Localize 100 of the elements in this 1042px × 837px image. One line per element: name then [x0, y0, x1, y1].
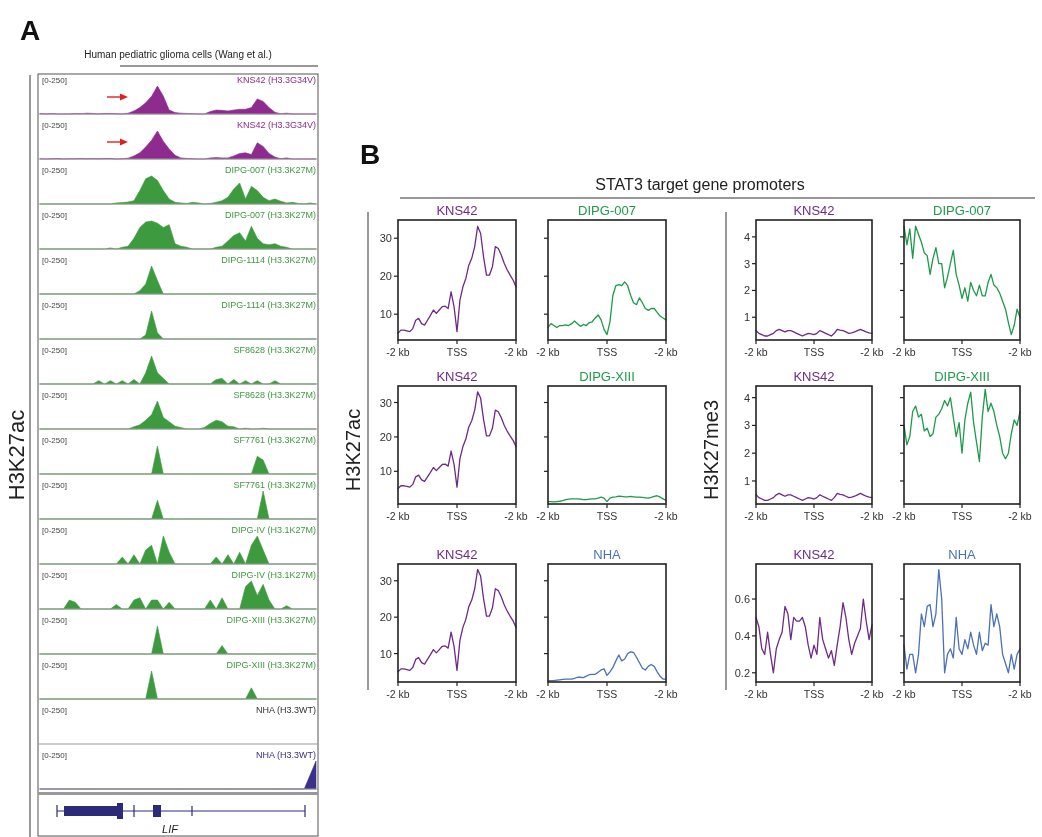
text: [0-250] — [42, 751, 67, 760]
chart-title: DIPG-1114 (H3.3K27M) — [221, 300, 316, 310]
text: [0-250] — [42, 436, 67, 445]
x-tick-label: TSS — [803, 510, 825, 522]
chart-title: KNS42 (H3.3G34V) — [236, 120, 316, 130]
x-tick-label: -2 kb — [654, 688, 678, 700]
y-tick-label: 30 — [379, 396, 392, 409]
x-tick-label: -2 kb — [892, 510, 916, 522]
chart-title: DIPG-XIII — [579, 369, 635, 384]
x-tick-label: -2 kb — [744, 346, 768, 358]
x-tick-label: -2 kb — [386, 510, 410, 522]
y-tick-label: 4 — [743, 391, 750, 404]
x-tick-label: -2 kb — [536, 346, 560, 358]
line-series — [397, 225, 517, 334]
x-tick-label: -2 kb — [504, 688, 528, 700]
chart-title: DIPG-007 — [933, 203, 991, 218]
x-tick-label: TSS — [446, 346, 468, 358]
text: [0-250] — [42, 121, 67, 130]
line-series — [755, 328, 873, 337]
chart-title: DIPG-007 (H3.3K27M) — [224, 165, 316, 175]
line-series — [397, 391, 517, 490]
text: [0-250] — [42, 211, 67, 220]
y-tick-label: 10 — [379, 647, 392, 660]
x-tick-label: -2 kb — [1008, 688, 1032, 700]
text: [0-250] — [42, 391, 67, 400]
x-tick-label: -2 kb — [860, 688, 884, 700]
y-tick-label: 1 — [743, 311, 750, 324]
x-tick-label: -2 kb — [744, 510, 768, 522]
text: STAT3 target gene promoters — [595, 176, 805, 193]
chart-title: DIPG-IV (H3.1K27M) — [231, 570, 316, 580]
text: [0-250] — [42, 661, 67, 670]
x-tick-label: -2 kb — [504, 510, 528, 522]
text: [0-250] — [42, 76, 67, 85]
chart-title: SF7761 (H3.3K27M) — [233, 435, 316, 445]
line-series — [397, 568, 517, 673]
x-tick-label: -2 kb — [744, 688, 768, 700]
chart-title: DIPG-1114 (H3.3K27M) — [221, 255, 316, 265]
chart-title: DIPG-XIII — [934, 369, 990, 384]
x-tick-label: -2 kb — [892, 688, 916, 700]
x-tick-label: -2 kb — [386, 346, 410, 358]
chart-title: NHA (H3.3WT) — [255, 750, 316, 760]
text: [0-250] — [42, 616, 67, 625]
chart-title: NHA — [593, 547, 622, 562]
chart-title: SF8628 (H3.3K27M) — [233, 390, 316, 400]
text: H3K27ac — [4, 409, 29, 501]
text: [0-250] — [42, 571, 67, 580]
chart-title: DIPG-XIII (H3.3K27M) — [226, 615, 316, 625]
y-tick-label: 1 — [743, 474, 750, 487]
x-tick-label: -2 kb — [860, 346, 884, 358]
x-tick-label: -2 kb — [386, 688, 410, 700]
x-tick-label: -2 kb — [504, 346, 528, 358]
chart-title: KNS42 — [436, 203, 478, 218]
x-tick-label: TSS — [596, 510, 618, 522]
x-tick-label: TSS — [596, 688, 618, 700]
y-tick-label: 20 — [379, 430, 392, 443]
x-tick-label: -2 kb — [892, 346, 916, 358]
text: LIF — [162, 823, 180, 835]
line-series — [755, 598, 873, 674]
x-tick-label: -2 kb — [654, 346, 678, 358]
text: [0-250] — [42, 706, 67, 715]
x-tick-label: TSS — [446, 688, 468, 700]
chart-title: KNS42 (H3.3G34V) — [236, 75, 316, 85]
chart-title: DIPG-007 (H3.3K27M) — [224, 210, 316, 220]
text: Human pediatric glioma cells (Wang et al.) — [84, 49, 272, 60]
chart-title: KNS42 — [436, 369, 478, 384]
x-tick-label: TSS — [803, 688, 825, 700]
y-tick-label: 3 — [743, 419, 750, 432]
x-tick-label: TSS — [803, 346, 825, 358]
text: B — [360, 139, 381, 170]
x-tick-label: -2 kb — [536, 688, 560, 700]
x-tick-label: TSS — [951, 688, 973, 700]
x-tick-label: -2 kb — [1008, 346, 1032, 358]
x-tick-label: TSS — [951, 510, 973, 522]
y-tick-label: 10 — [379, 308, 392, 321]
text: [0-250] — [42, 166, 67, 175]
text: [0-250] — [42, 256, 67, 265]
text: A — [20, 15, 41, 46]
text: NHA (H3.3WT) — [255, 705, 316, 715]
x-tick-label: -2 kb — [1008, 510, 1032, 522]
chart-title: SF8628 (H3.3K27M) — [233, 345, 316, 355]
x-tick-label: -2 kb — [536, 510, 560, 522]
x-tick-label: -2 kb — [654, 510, 678, 522]
text: [0-250] — [42, 346, 67, 355]
y-axis-title: H3K27ac — [342, 408, 364, 492]
text: [0-250] — [42, 301, 67, 310]
chart-title: DIPG-007 — [578, 203, 636, 218]
y-tick-label: 10 — [379, 465, 392, 478]
y-tick-label: 20 — [379, 270, 392, 283]
y-tick-label: 0.6 — [734, 593, 750, 606]
line-series — [755, 492, 873, 502]
y-tick-label: 2 — [743, 284, 750, 297]
y-tick-label: 3 — [743, 257, 750, 270]
text: [0-250] — [42, 481, 67, 490]
y-tick-label: 0.2 — [734, 666, 750, 679]
x-tick-label: TSS — [951, 346, 973, 358]
text: [0-250] — [42, 526, 67, 535]
x-tick-label: -2 kb — [860, 510, 884, 522]
y-tick-label: 30 — [379, 232, 392, 245]
x-tick-label: TSS — [446, 510, 468, 522]
x-tick-label: TSS — [596, 346, 618, 358]
